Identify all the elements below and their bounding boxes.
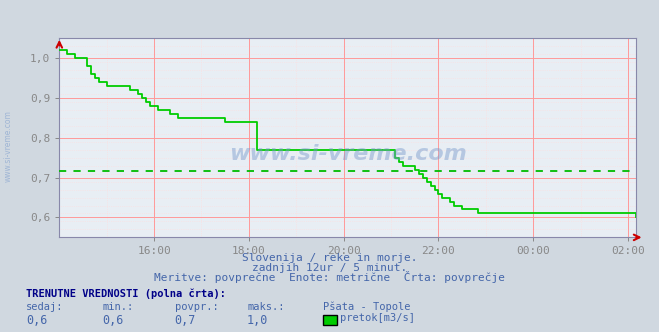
- Text: TRENUTNE VREDNOSTI (polna črta):: TRENUTNE VREDNOSTI (polna črta):: [26, 289, 226, 299]
- Text: Meritve: povprečne  Enote: metrične  Črta: povprečje: Meritve: povprečne Enote: metrične Črta:…: [154, 271, 505, 283]
- Text: Pšata - Topole: Pšata - Topole: [323, 302, 411, 312]
- Text: zadnjih 12ur / 5 minut.: zadnjih 12ur / 5 minut.: [252, 263, 407, 273]
- Text: sedaj:: sedaj:: [26, 302, 64, 312]
- Text: 1,0: 1,0: [247, 314, 268, 327]
- Text: www.si-vreme.com: www.si-vreme.com: [229, 144, 467, 164]
- Text: www.si-vreme.com: www.si-vreme.com: [4, 110, 13, 182]
- Text: povpr.:: povpr.:: [175, 302, 218, 312]
- Text: 0,7: 0,7: [175, 314, 196, 327]
- Text: maks.:: maks.:: [247, 302, 285, 312]
- Text: 0,6: 0,6: [26, 314, 47, 327]
- Text: Slovenija / reke in morje.: Slovenija / reke in morje.: [242, 253, 417, 263]
- Text: min.:: min.:: [102, 302, 133, 312]
- Text: pretok[m3/s]: pretok[m3/s]: [340, 313, 415, 323]
- Text: 0,6: 0,6: [102, 314, 123, 327]
